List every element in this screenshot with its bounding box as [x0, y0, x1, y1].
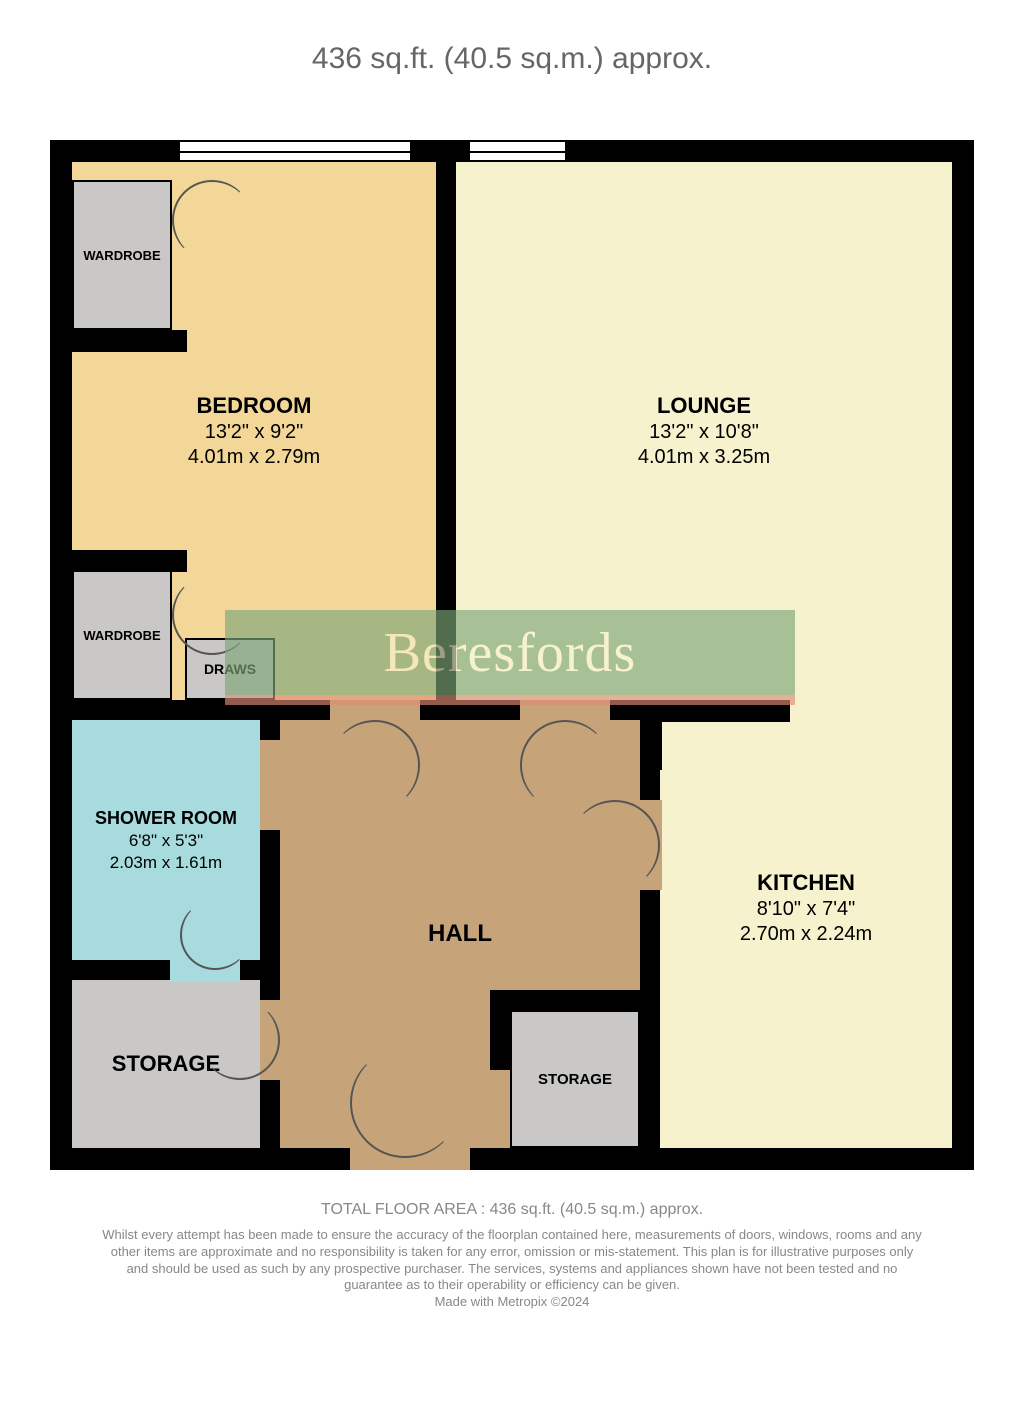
page-title: 436 sq.ft. (40.5 sq.m.) approx.: [0, 42, 1024, 76]
floor-plan: BEDROOM 13'2" x 9'2" 4.01m x 2.79m LOUNG…: [50, 140, 974, 1170]
bedroom-metric: 4.01m x 2.79m: [188, 446, 320, 469]
shower-label: SHOWER ROOM: [95, 808, 237, 829]
window-lounge: [470, 140, 565, 162]
bedroom-dims: 13'2" x 9'2": [205, 421, 304, 444]
storage-bl-label: STORAGE: [112, 1051, 220, 1077]
bedroom-label: BEDROOM: [197, 393, 312, 419]
kitchen-metric: 2.70m x 2.24m: [740, 923, 872, 946]
kitchen-dims: 8'10" x 7'4": [757, 898, 856, 921]
shower-dims: 6'8" x 5'3": [129, 831, 203, 851]
wardrobe-2: WARDROBE: [72, 570, 172, 700]
room-storage-bl: STORAGE: [50, 960, 280, 1170]
lounge-metric: 4.01m x 3.25m: [638, 446, 770, 469]
wardrobe-1: WARDROBE: [72, 180, 172, 330]
window-bedroom: [180, 140, 410, 162]
lounge-dims: 13'2" x 10'8": [649, 421, 759, 444]
footer: TOTAL FLOOR AREA : 436 sq.ft. (40.5 sq.m…: [0, 1200, 1024, 1311]
lounge-label: LOUNGE: [657, 393, 751, 419]
footer-credit: Made with Metropix ©2024: [100, 1294, 924, 1311]
storage-hall: STORAGE: [510, 1010, 640, 1148]
room-kitchen: KITCHEN 8'10" x 7'4" 2.70m x 2.24m: [640, 700, 974, 1170]
shower-metric: 2.03m x 1.61m: [110, 853, 222, 873]
hall-label: HALL: [428, 920, 492, 948]
room-shower: SHOWER ROOM 6'8" x 5'3" 2.03m x 1.61m: [50, 700, 280, 980]
footer-area: TOTAL FLOOR AREA : 436 sq.ft. (40.5 sq.m…: [100, 1200, 924, 1221]
watermark: Beresfords: [225, 610, 795, 705]
footer-disclaimer: Whilst every attempt has been made to en…: [100, 1227, 924, 1295]
kitchen-label: KITCHEN: [757, 870, 855, 896]
